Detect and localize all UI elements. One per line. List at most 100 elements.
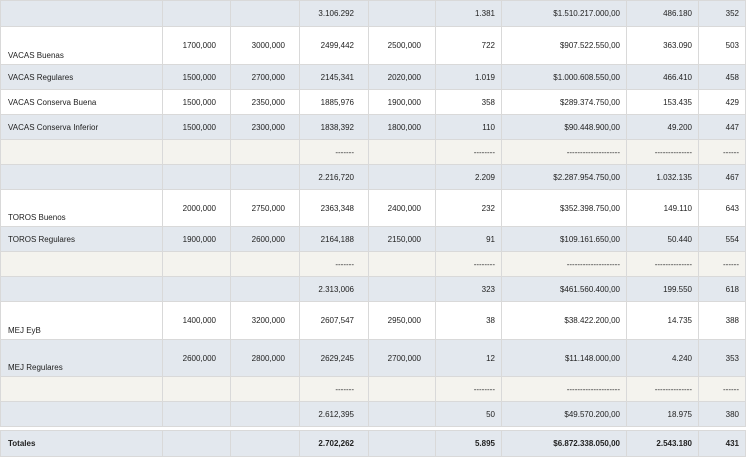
table-cell: $907.522.550,00: [501, 26, 627, 65]
table-cell: 352: [698, 0, 746, 27]
table-cell: 1900,000: [162, 226, 231, 252]
table-cell: $109.161.650,00: [501, 226, 627, 252]
table-row: VACAS Conserva Buena 1500,000 2350,000 1885…: [0, 89, 746, 115]
table-cell: 199.550: [626, 276, 699, 302]
table-cell: $38.422.200,00: [501, 301, 627, 340]
totals-row: Totales 2.702,262 5.895 $6.872.338.050,00 2.…: [0, 430, 746, 457]
table-cell: 2.612,395: [299, 401, 369, 427]
table-cell: ------: [698, 139, 746, 165]
table-cell: 49.200: [626, 114, 699, 140]
table-cell: [368, 401, 436, 427]
table-row: ------- -------- -------------------- -----…: [0, 251, 746, 277]
table-cell: 2363,348: [299, 189, 369, 227]
table-cell: [230, 164, 300, 190]
table-cell: 50: [435, 401, 502, 427]
table-cell: [230, 139, 300, 165]
table-cell: 153.435: [626, 89, 699, 115]
table-cell: 3.106.292: [299, 0, 369, 27]
table-cell: 1500,000: [162, 89, 231, 115]
table-cell: 722: [435, 26, 502, 65]
table-cell: 38: [435, 301, 502, 340]
table-cell: 2350,000: [230, 89, 300, 115]
table-cell: 358: [435, 89, 502, 115]
row-label: MEJ EyB: [0, 301, 163, 340]
table-cell: $2.287.954.750,00: [501, 164, 627, 190]
table-cell: 380: [698, 401, 746, 427]
table-cell: $1.510.217.000,00: [501, 0, 627, 27]
table-cell: [368, 164, 436, 190]
table-cell: [162, 164, 231, 190]
table-cell: 1400,000: [162, 301, 231, 340]
table-cell: ------: [698, 251, 746, 277]
table-cell: 2400,000: [368, 189, 436, 227]
table-cell: [230, 0, 300, 27]
table-cell: 1900,000: [368, 89, 436, 115]
table-cell: --------: [435, 251, 502, 277]
table-cell: 91: [435, 226, 502, 252]
table-cell: 4.240: [626, 339, 699, 377]
table-cell: --------: [435, 376, 502, 402]
table-cell: 467: [698, 164, 746, 190]
table-cell: --------------: [626, 376, 699, 402]
table-row: MEJ EyB 1400,000 3200,000 2607,547 2950,000 3…: [0, 301, 746, 340]
table-cell: [230, 401, 300, 427]
table-cell: --------: [435, 139, 502, 165]
table-cell: 2164,188: [299, 226, 369, 252]
table-cell: 2300,000: [230, 114, 300, 140]
table-cell: 232: [435, 189, 502, 227]
table-cell: -------: [299, 139, 369, 165]
table-cell: [230, 251, 300, 277]
table-cell: 3000,000: [230, 26, 300, 65]
totals-cell: [230, 430, 300, 457]
table-cell: 2499,442: [299, 26, 369, 65]
row-label: [0, 401, 163, 427]
table-row: MEJ Regulares 2600,000 2800,000 2629,245 270…: [0, 339, 746, 377]
table-cell: 503: [698, 26, 746, 65]
table-cell: [162, 376, 231, 402]
table-cell: -------: [299, 251, 369, 277]
table-cell: 643: [698, 189, 746, 227]
table-cell: $49.570.200,00: [501, 401, 627, 427]
table-cell: $90.448.900,00: [501, 114, 627, 140]
table-cell: 2600,000: [230, 226, 300, 252]
table-cell: 2.313,006: [299, 276, 369, 302]
table-cell: 554: [698, 226, 746, 252]
table-cell: 149.110: [626, 189, 699, 227]
table-cell: [162, 276, 231, 302]
table-cell: 1500,000: [162, 64, 231, 90]
table-cell: 1.032.135: [626, 164, 699, 190]
row-label: VACAS Regulares: [0, 64, 163, 90]
table-cell: 447: [698, 114, 746, 140]
totals-cell: $6.872.338.050,00: [501, 430, 627, 457]
totals-cell: 2.702,262: [299, 430, 369, 457]
table-row: 2.216,720 2.209 $2.287.954.750,00 1.032.135…: [0, 164, 746, 190]
table-cell: [162, 401, 231, 427]
row-label: VACAS Buenas: [0, 26, 163, 65]
row-label: [0, 139, 163, 165]
table-cell: 2600,000: [162, 339, 231, 377]
table-cell: 353: [698, 339, 746, 377]
table-cell: ------: [698, 376, 746, 402]
table-cell: 1800,000: [368, 114, 436, 140]
table-cell: 14.735: [626, 301, 699, 340]
table-row: TOROS Regulares 1900,000 2600,000 2164,188 2…: [0, 226, 746, 252]
row-label: [0, 164, 163, 190]
table-cell: 2145,341: [299, 64, 369, 90]
table-cell: 1838,392: [299, 114, 369, 140]
table-cell: 18.975: [626, 401, 699, 427]
table-cell: 2950,000: [368, 301, 436, 340]
table-cell: [368, 0, 436, 27]
table-row: VACAS Regulares 1500,000 2700,000 2145,341 2…: [0, 64, 746, 90]
table-cell: $289.374.750,00: [501, 89, 627, 115]
table-row: ------- -------- -------------------- -----…: [0, 376, 746, 402]
table-row: VACAS Conserva Inferior 1500,000 2300,000 1…: [0, 114, 746, 140]
row-label: TOROS Buenos: [0, 189, 163, 227]
table-cell: [162, 251, 231, 277]
totals-cell: [162, 430, 231, 457]
table-cell: [368, 376, 436, 402]
row-label: MEJ Regulares: [0, 339, 163, 377]
table-cell: 2800,000: [230, 339, 300, 377]
totals-cell: [368, 430, 436, 457]
table-cell: [230, 376, 300, 402]
